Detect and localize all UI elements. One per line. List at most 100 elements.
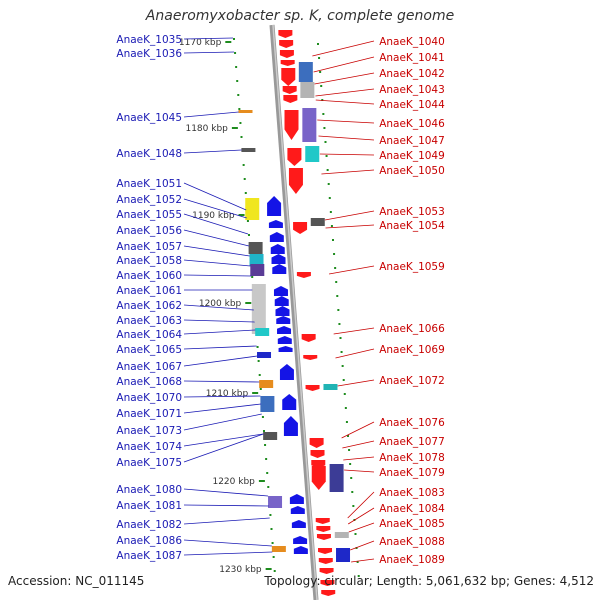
- right-gene-label[interactable]: AnaeK_1040: [379, 36, 445, 48]
- left-gene-connector: [183, 304, 254, 311]
- left-gene-label[interactable]: AnaeK_1065: [116, 344, 182, 356]
- left-gene-label[interactable]: AnaeK_1064: [116, 329, 182, 341]
- left-gene-label[interactable]: AnaeK_1068: [116, 376, 182, 388]
- track-dot: [235, 66, 238, 68]
- right-gene-label[interactable]: AnaeK_1084: [379, 503, 445, 515]
- right-gene-label[interactable]: AnaeK_1054: [379, 220, 445, 232]
- right-gene-label[interactable]: AnaeK_1041: [379, 52, 445, 64]
- reverse-gene-arrow: [283, 416, 298, 436]
- left-gene-label[interactable]: AnaeK_1056: [116, 225, 182, 237]
- right-gene-label[interactable]: AnaeK_1077: [379, 436, 445, 448]
- feature-block: [298, 62, 313, 82]
- left-gene-label[interactable]: AnaeK_1061: [116, 285, 182, 297]
- left-gene-label[interactable]: AnaeK_1057: [116, 241, 182, 253]
- left-gene-label[interactable]: AnaeK_1058: [116, 255, 182, 267]
- left-gene-label[interactable]: AnaeK_1086: [116, 535, 182, 547]
- track-dot: [270, 528, 273, 530]
- feature-block: [249, 254, 264, 266]
- right-gene-label[interactable]: AnaeK_1069: [379, 344, 445, 356]
- left-gene-label[interactable]: AnaeK_1075: [116, 457, 182, 469]
- left-gene-label[interactable]: AnaeK_1048: [116, 148, 182, 160]
- reverse-gene-arrow: [293, 546, 308, 554]
- forward-gene-arrow: [316, 526, 331, 532]
- left-gene-label[interactable]: AnaeK_1071: [116, 408, 182, 420]
- right-gene-connector: [341, 421, 375, 439]
- track-dot: [232, 38, 235, 40]
- left-gene-label[interactable]: AnaeK_1051: [116, 178, 182, 190]
- right-gene-label[interactable]: AnaeK_1089: [379, 554, 445, 566]
- left-gene-label[interactable]: AnaeK_1082: [116, 519, 182, 531]
- right-gene-label[interactable]: AnaeK_1078: [379, 452, 445, 464]
- track-dot: [333, 253, 336, 255]
- accession-text: Accession: NC_011145: [8, 574, 145, 588]
- feature-block: [310, 218, 325, 226]
- right-gene-label[interactable]: AnaeK_1044: [379, 99, 445, 111]
- forward-gene-arrow: [287, 148, 302, 166]
- track-dot: [251, 276, 254, 278]
- left-gene-label[interactable]: AnaeK_1055: [116, 209, 182, 221]
- right-gene-label[interactable]: AnaeK_1053: [379, 206, 445, 218]
- track-dot: [272, 556, 275, 558]
- right-gene-label[interactable]: AnaeK_1076: [379, 417, 445, 429]
- right-gene-label[interactable]: AnaeK_1050: [379, 165, 445, 177]
- left-gene-label[interactable]: AnaeK_1045: [116, 112, 182, 124]
- left-gene-connector: [183, 198, 247, 219]
- left-gene-label[interactable]: AnaeK_1087: [116, 550, 182, 562]
- right-gene-label[interactable]: AnaeK_1085: [379, 518, 445, 530]
- left-gene-connector: [183, 259, 251, 267]
- reverse-gene-arrow: [289, 494, 304, 504]
- summary-text: Topology: circular; Length: 5,061,632 bp…: [264, 574, 594, 588]
- track-dot: [262, 430, 265, 432]
- left-gene-connector: [183, 551, 273, 556]
- reverse-gene-arrow: [271, 254, 286, 264]
- scale-tick-mark: [231, 127, 238, 129]
- right-gene-label[interactable]: AnaeK_1043: [379, 84, 445, 96]
- left-gene-label[interactable]: AnaeK_1062: [116, 300, 182, 312]
- right-gene-label[interactable]: AnaeK_1088: [379, 536, 445, 548]
- track-dot: [239, 122, 242, 124]
- left-gene-connector: [183, 403, 262, 414]
- left-gene-label[interactable]: AnaeK_1070: [116, 392, 182, 404]
- right-gene-connector: [344, 469, 375, 473]
- left-gene-label[interactable]: AnaeK_1080: [116, 484, 182, 496]
- feature-block: [259, 380, 274, 388]
- right-gene-label[interactable]: AnaeK_1072: [379, 375, 445, 387]
- feature-block: [248, 242, 263, 254]
- right-gene-label[interactable]: AnaeK_1049: [379, 150, 445, 162]
- left-gene-label[interactable]: AnaeK_1081: [116, 500, 182, 512]
- left-gene-label[interactable]: AnaeK_1074: [116, 441, 182, 453]
- track-dot: [273, 570, 276, 572]
- right-gene-connector: [342, 440, 375, 449]
- right-gene-label[interactable]: AnaeK_1083: [379, 487, 445, 499]
- reverse-gene-arrow: [290, 506, 305, 514]
- track-dot: [356, 561, 359, 563]
- right-gene-label[interactable]: AnaeK_1046: [379, 118, 445, 130]
- left-gene-label[interactable]: AnaeK_1060: [116, 270, 182, 282]
- left-gene-label[interactable]: AnaeK_1035: [116, 34, 182, 46]
- right-gene-label[interactable]: AnaeK_1047: [379, 135, 445, 147]
- track-dot: [319, 71, 322, 73]
- forward-gene-arrow: [303, 355, 318, 360]
- track-dot: [336, 295, 339, 297]
- feature-block: [250, 264, 265, 276]
- feature-block: [238, 110, 253, 113]
- reverse-gene-arrow: [293, 536, 308, 544]
- left-gene-label[interactable]: AnaeK_1073: [116, 425, 182, 437]
- right-gene-label[interactable]: AnaeK_1042: [379, 68, 445, 80]
- right-gene-connector: [347, 507, 375, 525]
- left-gene-label[interactable]: AnaeK_1067: [116, 361, 182, 373]
- right-gene-label[interactable]: AnaeK_1066: [379, 323, 445, 335]
- left-gene-label[interactable]: AnaeK_1063: [116, 315, 182, 327]
- track-dot: [258, 374, 261, 376]
- left-gene-label[interactable]: AnaeK_1052: [116, 194, 182, 206]
- track-dot: [246, 220, 249, 222]
- track-dot: [269, 514, 272, 516]
- right-gene-label[interactable]: AnaeK_1079: [379, 467, 445, 479]
- track-dot: [344, 407, 347, 409]
- left-gene-label[interactable]: AnaeK_1036: [116, 48, 182, 60]
- right-gene-label[interactable]: AnaeK_1059: [379, 261, 445, 273]
- forward-gene-arrow: [319, 568, 334, 574]
- forward-gene-arrow: [318, 548, 333, 554]
- genome-backbone: [269, 24, 319, 600]
- track-dot: [357, 575, 360, 577]
